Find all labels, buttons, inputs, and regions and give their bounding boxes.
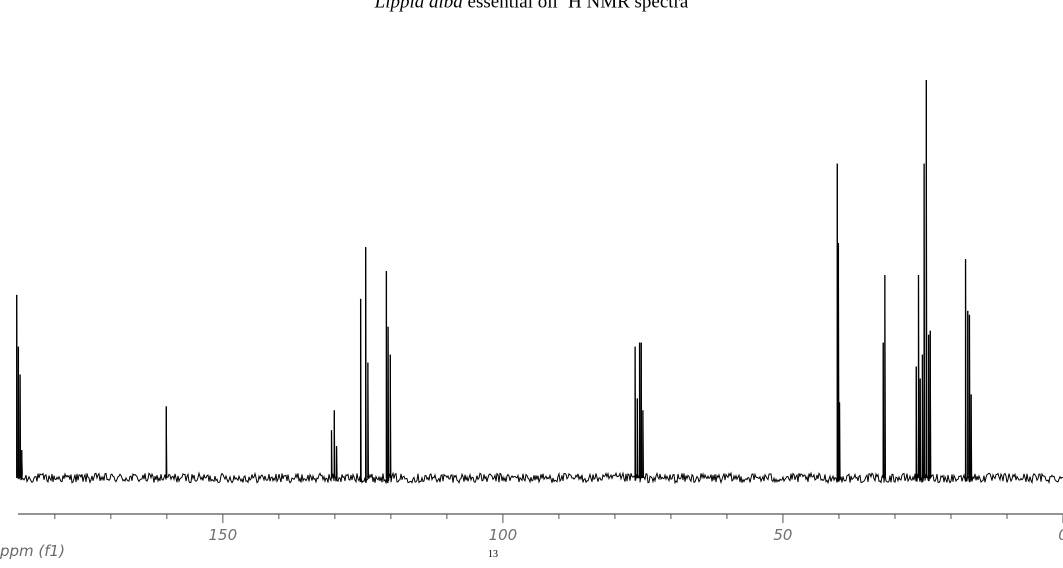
x-axis-tick-labels: 150 100 50 0 [209,526,1063,544]
spectrum-trace [16,79,1063,485]
figure-caption: 13 [488,549,498,568]
spectrum-peaks [16,80,972,478]
x-axis: 150 100 50 0 ppm (f1) [0,513,1063,560]
x-axis-tick-label: 0 [1058,526,1063,544]
chart-title-end: H NMR spectra [568,0,689,13]
x-axis-tick-label: 50 [773,526,792,544]
figure-caption-superscript: 13 [488,549,498,560]
x-axis-title: ppm (f1) [0,542,65,560]
chart-title-middle: essential oil [462,0,563,13]
x-axis-tick-label: 100 [489,526,518,544]
chart-title: Lippia alba essential oil 1H NMR spectra [0,0,1063,13]
x-axis-minor-ticks [54,514,1008,519]
x-axis-tick-label: 150 [209,526,238,544]
chart-title-superscript: 1 [563,0,569,3]
chart-title-species: Lippia alba [374,0,463,13]
x-axis-major-ticks [222,514,1063,523]
